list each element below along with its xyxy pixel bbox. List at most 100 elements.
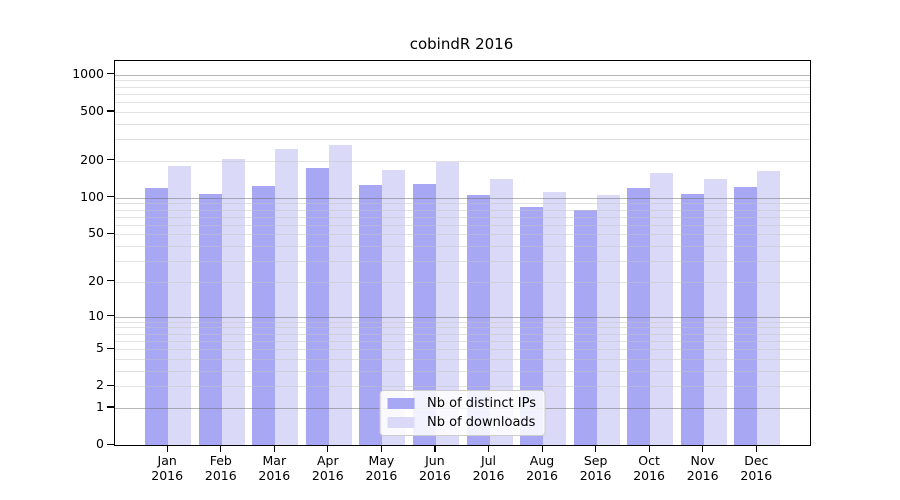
minor-gridline xyxy=(115,139,810,141)
x-tick-mark xyxy=(541,445,543,452)
y-tick-label: 0 xyxy=(96,436,104,451)
minor-gridline xyxy=(115,281,810,283)
bar-distinct-ips xyxy=(252,185,276,445)
y-tick-mark xyxy=(107,159,114,161)
minor-gridline xyxy=(115,246,810,247)
x-tick-label: Aug 2016 xyxy=(510,453,574,483)
legend-label: Nb of distinct IPs xyxy=(427,396,536,411)
x-tick-mark xyxy=(327,445,329,452)
x-tick-month: Jul xyxy=(480,453,497,468)
x-tick-month: Jan xyxy=(157,453,177,468)
x-tick-month: Sep xyxy=(583,453,608,468)
y-tick-mark xyxy=(107,347,114,349)
bar-distinct-ips xyxy=(734,187,758,445)
legend-entry: Nb of distinct IPs xyxy=(387,396,536,411)
x-tick-year: 2016 xyxy=(579,468,612,483)
x-tick-month: Feb xyxy=(209,453,232,468)
x-tick-month: Jun xyxy=(425,453,445,468)
major-gridline xyxy=(115,74,810,76)
bar-downloads xyxy=(382,170,406,445)
bar-distinct-ips xyxy=(680,193,704,445)
x-tick-label: Oct 2016 xyxy=(617,453,681,483)
minor-gridline xyxy=(115,203,810,205)
bar-downloads xyxy=(703,178,727,445)
x-tick-month: May xyxy=(368,453,395,468)
x-tick-month: Nov xyxy=(690,453,715,468)
minor-gridline xyxy=(115,386,810,388)
x-tick-mark xyxy=(648,445,650,452)
x-tick-month: Aug xyxy=(529,453,555,468)
x-tick-mark xyxy=(220,445,222,452)
grid-layer xyxy=(115,61,810,445)
minor-gridline xyxy=(115,370,810,372)
x-tick-year: 2016 xyxy=(311,468,344,483)
bar-distinct-ips xyxy=(198,194,222,445)
y-tick-mark xyxy=(107,232,114,234)
major-gridline xyxy=(115,316,810,318)
x-tick-label: Sep 2016 xyxy=(564,453,628,483)
x-tick-year: 2016 xyxy=(686,468,719,483)
x-tick-year: 2016 xyxy=(526,468,558,483)
y-tick-label: 200 xyxy=(80,151,104,167)
x-tick-mark xyxy=(434,445,436,452)
x-tick-mark xyxy=(595,445,597,452)
bars-layer xyxy=(115,61,810,445)
bar-distinct-ips xyxy=(412,184,436,445)
minor-gridline xyxy=(115,80,810,82)
x-tick-year: 2016 xyxy=(204,468,237,483)
minor-gridline xyxy=(115,349,810,350)
y-tick-mark xyxy=(107,384,114,386)
y-tick-mark xyxy=(107,315,114,317)
x-tick-label: Nov 2016 xyxy=(671,453,735,483)
x-tick-month: Apr xyxy=(316,453,339,468)
minor-gridline xyxy=(115,160,810,162)
bar-downloads xyxy=(275,149,299,445)
bar-downloads xyxy=(650,173,674,445)
bar-distinct-ips xyxy=(359,185,383,445)
bar-distinct-ips xyxy=(520,206,544,445)
x-tick-month: Mar xyxy=(262,453,287,468)
x-tick-year: 2016 xyxy=(151,468,184,483)
plot-area: Nb of distinct IPs Nb of downloads xyxy=(114,60,811,446)
bar-downloads xyxy=(596,195,620,445)
minor-gridline xyxy=(115,209,810,211)
y-tick-mark xyxy=(107,73,114,75)
minor-gridline xyxy=(115,86,810,88)
x-tick-label: Jul 2016 xyxy=(457,453,521,483)
bar-downloads xyxy=(489,178,513,445)
minor-gridline xyxy=(115,333,810,335)
x-tick-mark xyxy=(755,445,757,452)
minor-gridline xyxy=(115,216,810,218)
x-tick-label: Jan 2016 xyxy=(135,453,199,483)
y-tick-label: 5 xyxy=(96,340,104,355)
legend-swatch xyxy=(387,398,415,409)
y-tick-label: 500 xyxy=(80,102,104,118)
x-tick-label: Dec 2016 xyxy=(724,453,788,483)
minor-gridline xyxy=(115,93,810,95)
x-tick-mark xyxy=(166,445,168,452)
bar-downloads xyxy=(757,171,781,445)
x-tick-mark xyxy=(702,445,704,452)
bar-downloads xyxy=(328,144,352,445)
x-tick-mark xyxy=(273,445,275,452)
y-tick-label: 2 xyxy=(96,377,104,393)
x-tick-label: Jun 2016 xyxy=(403,453,467,483)
bar-downloads xyxy=(221,159,245,445)
y-tick-mark xyxy=(107,110,114,112)
x-tick-label: Apr 2016 xyxy=(296,453,360,483)
bar-downloads xyxy=(543,191,567,445)
major-gridline xyxy=(115,197,810,199)
y-tick-label: 100 xyxy=(80,188,104,204)
minor-gridline xyxy=(115,321,810,323)
y-tick-label: 1 xyxy=(96,398,104,414)
legend-swatch xyxy=(387,417,415,428)
y-tick-mark xyxy=(107,280,114,282)
bar-distinct-ips xyxy=(305,167,329,445)
x-tick-mark xyxy=(488,445,490,452)
x-tick-label: May 2016 xyxy=(349,453,413,483)
bar-distinct-ips xyxy=(573,210,597,445)
x-tick-month: Dec xyxy=(744,453,769,468)
minor-gridline xyxy=(115,123,810,125)
x-tick-label: Mar 2016 xyxy=(242,453,306,483)
y-tick-label: 50 xyxy=(88,225,104,241)
